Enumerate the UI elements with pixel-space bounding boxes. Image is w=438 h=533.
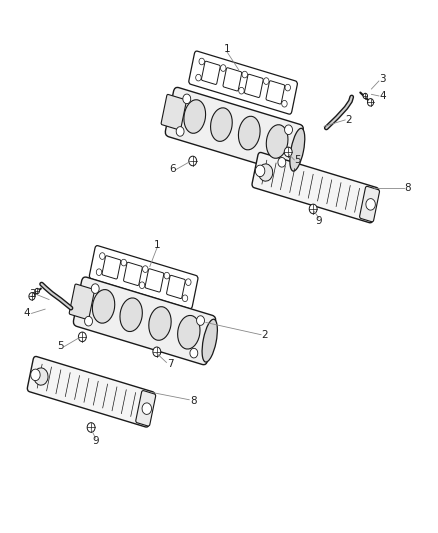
Circle shape [186,279,191,286]
FancyBboxPatch shape [189,51,297,114]
Circle shape [284,147,292,157]
Circle shape [34,368,48,385]
Circle shape [367,99,374,106]
Circle shape [309,204,317,214]
Circle shape [258,164,273,181]
FancyBboxPatch shape [69,284,95,320]
FancyBboxPatch shape [223,68,242,91]
Circle shape [363,93,367,99]
Ellipse shape [290,128,305,171]
Circle shape [199,58,205,65]
FancyBboxPatch shape [27,357,155,427]
Text: 2: 2 [345,115,352,125]
FancyBboxPatch shape [166,276,185,298]
Text: 1: 1 [223,44,230,54]
FancyBboxPatch shape [360,187,379,222]
Ellipse shape [149,306,171,340]
Circle shape [164,272,170,279]
Circle shape [96,269,102,276]
Ellipse shape [211,108,232,141]
Text: 4: 4 [24,309,31,318]
FancyBboxPatch shape [161,94,187,130]
FancyBboxPatch shape [74,277,215,365]
Text: 9: 9 [315,216,322,226]
Circle shape [143,266,148,272]
Ellipse shape [238,116,260,150]
FancyBboxPatch shape [124,262,142,286]
Circle shape [85,317,92,326]
Text: 9: 9 [92,437,99,446]
Circle shape [99,253,105,260]
Text: 3: 3 [28,289,35,299]
Text: 6: 6 [169,165,176,174]
Ellipse shape [202,319,217,362]
Text: 5: 5 [57,342,64,351]
FancyBboxPatch shape [102,256,121,279]
FancyBboxPatch shape [145,269,164,292]
Ellipse shape [184,100,205,133]
Circle shape [29,293,35,300]
Circle shape [264,78,269,84]
Circle shape [182,295,188,302]
Circle shape [87,423,95,432]
Circle shape [190,349,198,358]
Circle shape [278,158,286,167]
Circle shape [139,282,145,288]
Circle shape [121,259,127,266]
Circle shape [197,316,205,325]
FancyBboxPatch shape [244,74,263,98]
Circle shape [176,127,184,136]
Circle shape [183,94,191,103]
Text: 5: 5 [294,155,301,165]
Text: 7: 7 [166,359,173,368]
Circle shape [189,156,197,166]
Circle shape [282,100,287,107]
Circle shape [220,64,226,71]
Circle shape [91,284,99,293]
FancyBboxPatch shape [201,61,220,84]
Circle shape [285,84,290,91]
Ellipse shape [120,298,142,332]
Circle shape [153,347,161,357]
Text: 8: 8 [190,396,197,406]
Circle shape [255,165,265,176]
FancyBboxPatch shape [89,246,198,309]
FancyBboxPatch shape [266,81,285,104]
Circle shape [78,332,86,342]
Circle shape [35,288,39,294]
Circle shape [285,125,293,134]
Circle shape [366,199,375,210]
Ellipse shape [178,316,200,349]
Circle shape [196,74,201,81]
Text: 1: 1 [153,240,160,250]
FancyBboxPatch shape [136,391,155,426]
FancyBboxPatch shape [252,152,379,223]
Text: 8: 8 [404,183,411,192]
Text: 3: 3 [379,74,386,84]
Circle shape [31,369,40,381]
Ellipse shape [266,125,288,158]
Text: 4: 4 [379,91,386,101]
Circle shape [142,403,152,414]
Circle shape [239,87,244,94]
Circle shape [242,71,247,78]
Ellipse shape [92,289,115,323]
Text: 2: 2 [261,330,268,340]
FancyBboxPatch shape [165,87,304,174]
